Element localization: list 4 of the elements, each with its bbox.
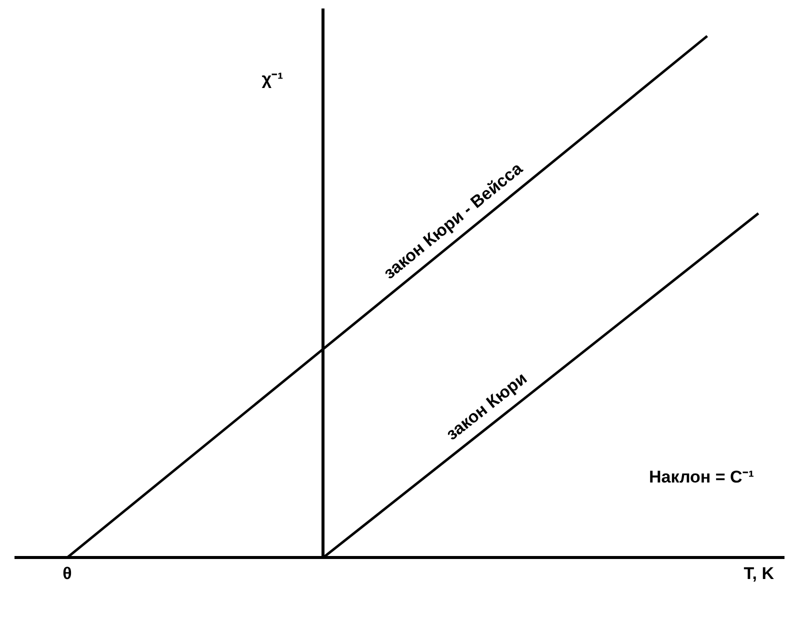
y-axis-title: χ⁻¹ (262, 70, 284, 89)
x-axis-title: T, K (744, 564, 775, 583)
annotation: Наклон = C⁻¹ (649, 467, 754, 486)
text: θ (62, 564, 72, 583)
